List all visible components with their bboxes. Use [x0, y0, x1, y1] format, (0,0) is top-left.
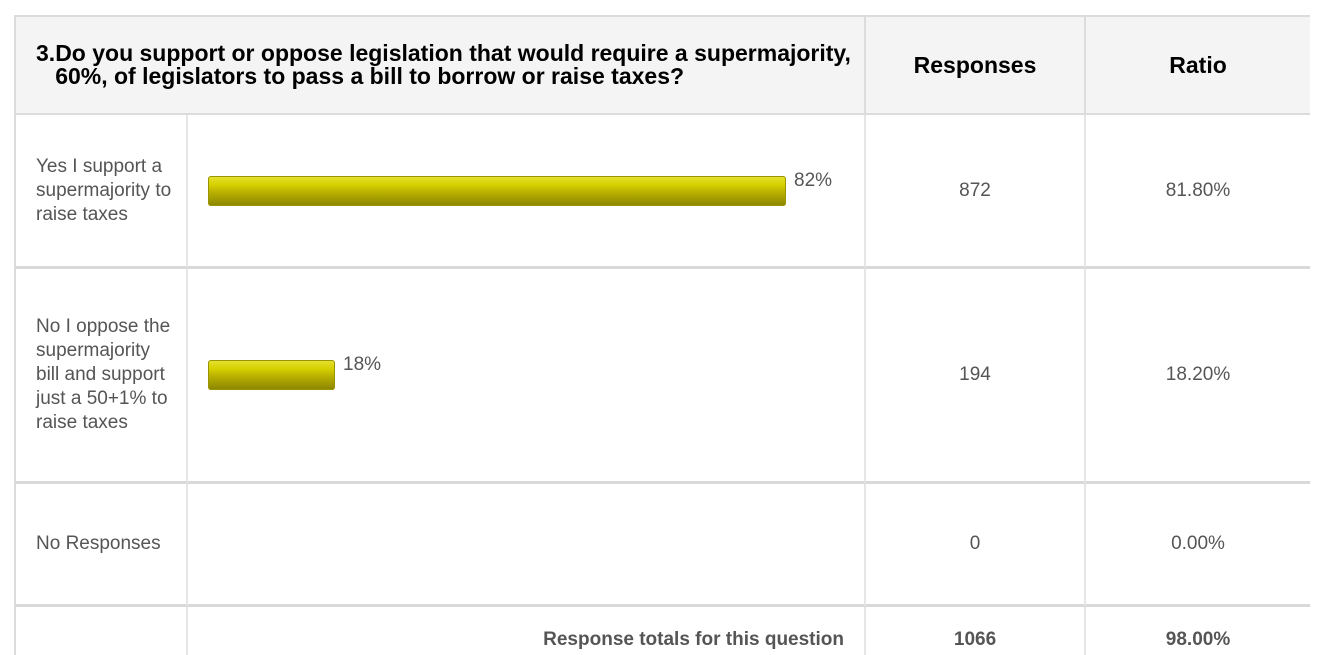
table-row: No I oppose the supermajority bill and s… — [14, 269, 1311, 484]
response-count: 194 — [866, 269, 1087, 484]
bar-cell — [188, 484, 867, 607]
bar — [208, 175, 786, 206]
table-row: No Responses 0 0.00% — [14, 484, 1311, 607]
bar-cell: 82% — [188, 115, 867, 269]
totals-responses: 1066 — [866, 607, 1087, 655]
response-count: 872 — [866, 115, 1087, 269]
answer-label: No I oppose the supermajority bill and s… — [14, 269, 188, 484]
answer-label: Yes I support a supermajority to raise t… — [14, 115, 188, 269]
bar-percent-label: 18% — [343, 354, 382, 375]
totals-ratio: 98.00% — [1165, 629, 1231, 650]
survey-results-table: 3. Do you support or oppose legislation … — [14, 15, 1311, 655]
bar — [208, 360, 335, 390]
question-header: 3. Do you support or oppose legislation … — [14, 15, 867, 115]
question-number: 3. — [36, 40, 56, 66]
totals-empty-cell — [14, 607, 188, 655]
header-row: 3. Do you support or oppose legislation … — [14, 15, 1311, 115]
bar-cell: 18% — [188, 269, 867, 484]
ratio-column-header: Ratio — [1086, 15, 1311, 115]
responses-column-header: Responses — [866, 15, 1087, 115]
question-text: Do you support or oppose legislation tha… — [55, 40, 851, 89]
response-count: 0 — [866, 484, 1087, 607]
table-row: Yes I support a supermajority to raise t… — [14, 115, 1311, 269]
response-ratio: 0.00% — [1086, 484, 1311, 607]
response-ratio: 18.20% — [1086, 269, 1311, 484]
totals-row: Response totals for this question 1066 9… — [14, 607, 1310, 655]
bar-percent-label: 82% — [794, 169, 833, 191]
totals-label: Response totals for this question — [188, 607, 867, 655]
response-ratio: 81.80% — [1086, 115, 1311, 269]
answer-label: No Responses — [14, 484, 188, 607]
